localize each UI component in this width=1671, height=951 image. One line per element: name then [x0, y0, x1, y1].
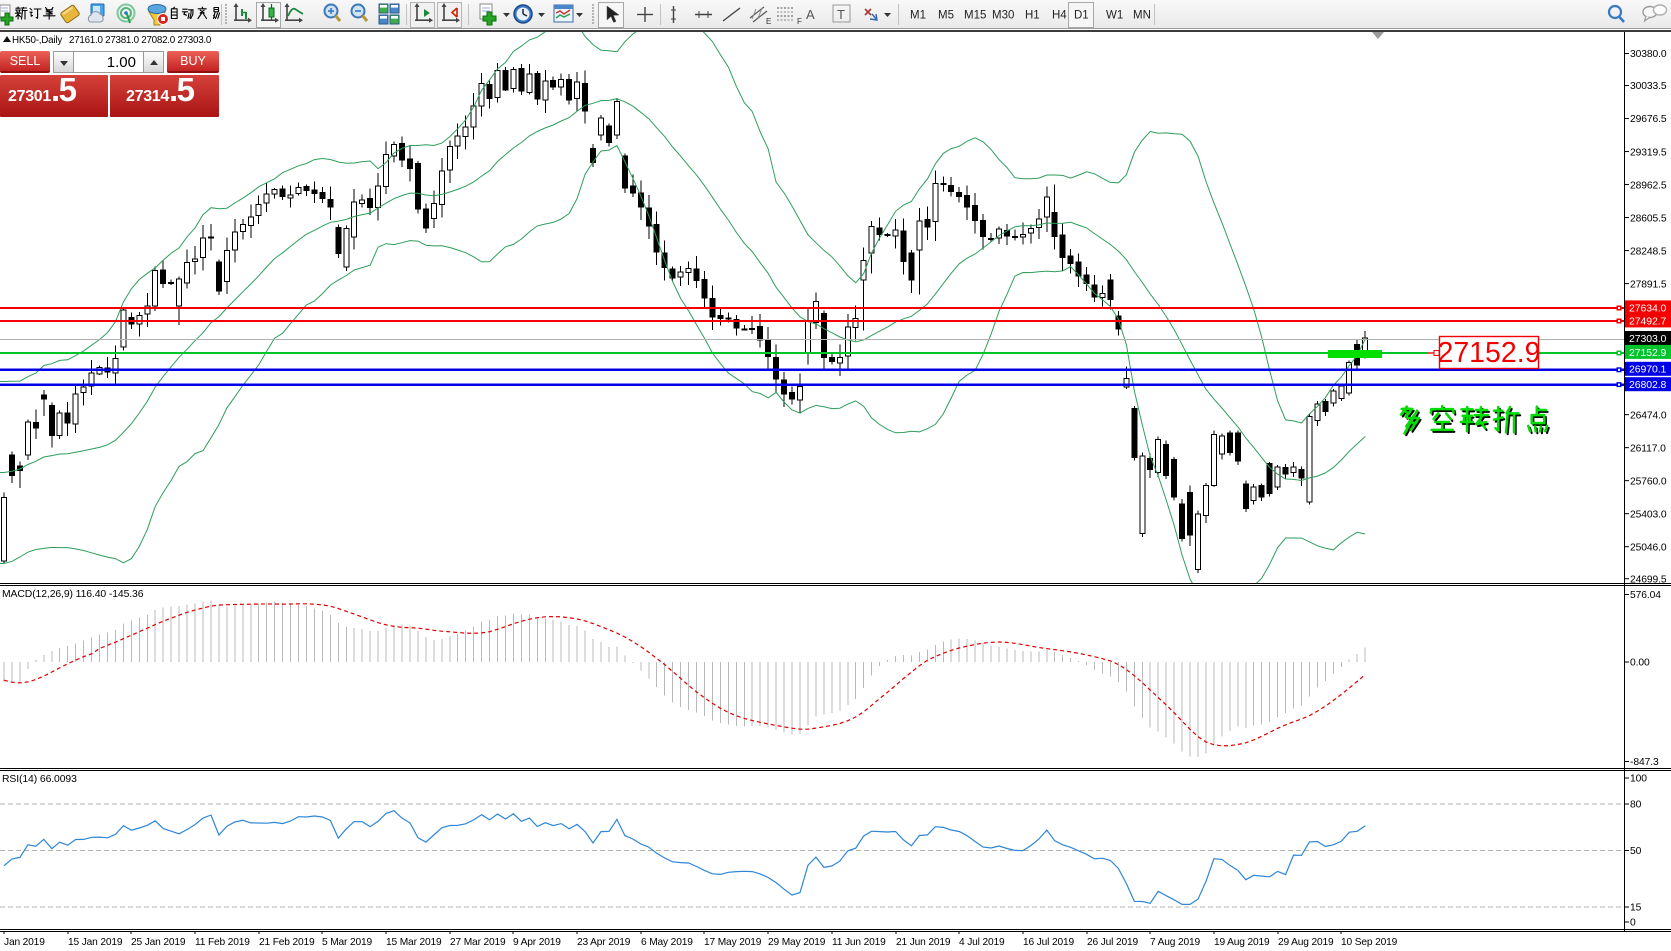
svg-text:16 Jul 2019: 16 Jul 2019 [1023, 937, 1075, 948]
svg-text:28248.5: 28248.5 [1630, 246, 1667, 257]
svg-text:M5: M5 [938, 10, 954, 22]
svg-text:27492.7: 27492.7 [1629, 315, 1667, 327]
svg-text:26 Jul 2019: 26 Jul 2019 [1087, 937, 1139, 948]
svg-text:-847.3: -847.3 [1630, 757, 1659, 768]
svg-text:19 Aug 2019: 19 Aug 2019 [1214, 937, 1270, 948]
svg-text:27891.5: 27891.5 [1630, 279, 1667, 290]
svg-text:26117.0: 26117.0 [1630, 443, 1666, 454]
svg-text:F: F [797, 17, 802, 26]
svg-text:26802.8: 26802.8 [1629, 379, 1667, 391]
svg-text:11 Jun 2019: 11 Jun 2019 [832, 937, 886, 948]
svg-text:15: 15 [1630, 903, 1642, 914]
svg-text:25760.0: 25760.0 [1630, 476, 1667, 487]
svg-text:M1: M1 [910, 10, 926, 22]
svg-text:25046.0: 25046.0 [1630, 542, 1667, 553]
svg-text:15 Mar 2019: 15 Mar 2019 [386, 937, 442, 948]
svg-text:27634.0: 27634.0 [1629, 302, 1667, 314]
svg-text:MN: MN [1133, 10, 1151, 22]
svg-text:29 Aug 2019: 29 Aug 2019 [1278, 937, 1334, 948]
svg-text:M15: M15 [964, 10, 986, 22]
svg-text:30033.5: 30033.5 [1630, 81, 1667, 92]
svg-text:5 Mar 2019: 5 Mar 2019 [322, 937, 373, 948]
svg-text:28605.5: 28605.5 [1630, 213, 1667, 224]
svg-text:25 Jan 2019: 25 Jan 2019 [131, 937, 186, 948]
svg-text:MACD(12,26,9) 116.40 -145.36: MACD(12,26,9) 116.40 -145.36 [2, 589, 144, 600]
svg-text:29319.5: 29319.5 [1630, 147, 1667, 158]
svg-text:7 Aug 2019: 7 Aug 2019 [1150, 937, 1201, 948]
svg-text:30380.0: 30380.0 [1630, 49, 1667, 60]
svg-text:27161.0 27381.0 27082.0 27303.: 27161.0 27381.0 27082.0 27303.0 [69, 35, 212, 46]
svg-text:H4: H4 [1052, 10, 1067, 22]
svg-text:E: E [766, 17, 771, 26]
svg-text:21 Jun 2019: 21 Jun 2019 [896, 937, 951, 948]
svg-text:10 Sep 2019: 10 Sep 2019 [1341, 937, 1398, 948]
svg-text:Jan 2019: Jan 2019 [4, 937, 45, 948]
svg-text:6 May 2019: 6 May 2019 [641, 937, 693, 948]
svg-text:A: A [806, 7, 815, 22]
svg-text:HK50-,Daily: HK50-,Daily [12, 35, 62, 46]
svg-text:50: 50 [1630, 846, 1642, 857]
svg-text:H1: H1 [1025, 10, 1040, 22]
svg-text:25403.0: 25403.0 [1630, 509, 1667, 520]
svg-text:27303.0: 27303.0 [1629, 333, 1667, 345]
svg-text:D1: D1 [1074, 10, 1089, 22]
svg-text:W1: W1 [1106, 10, 1123, 22]
svg-text:27152.9: 27152.9 [1437, 337, 1540, 369]
svg-text:9 Apr 2019: 9 Apr 2019 [513, 937, 561, 948]
svg-text:24699.5: 24699.5 [1630, 574, 1667, 585]
svg-text:T: T [837, 7, 845, 22]
svg-text:100: 100 [1630, 774, 1647, 785]
svg-text:RSI(14) 66.0093: RSI(14) 66.0093 [2, 774, 77, 785]
svg-text:26474.0: 26474.0 [1630, 410, 1667, 421]
svg-text:17 May 2019: 17 May 2019 [704, 937, 762, 948]
svg-text:29 May 2019: 29 May 2019 [768, 937, 826, 948]
svg-text:28962.5: 28962.5 [1630, 180, 1667, 191]
svg-text:23 Apr 2019: 23 Apr 2019 [577, 937, 631, 948]
svg-text:0: 0 [1630, 918, 1636, 929]
svg-text:M30: M30 [992, 10, 1014, 22]
svg-text:26970.1: 26970.1 [1629, 364, 1667, 376]
svg-text:15 Jan 2019: 15 Jan 2019 [68, 937, 123, 948]
svg-text:4 Jul 2019: 4 Jul 2019 [959, 937, 1005, 948]
svg-text:27 Mar 2019: 27 Mar 2019 [450, 937, 506, 948]
svg-text:11 Feb 2019: 11 Feb 2019 [195, 937, 250, 948]
svg-text:29676.5: 29676.5 [1630, 114, 1667, 125]
svg-text:21 Feb 2019: 21 Feb 2019 [259, 937, 315, 948]
svg-text:576.04: 576.04 [1630, 590, 1661, 601]
svg-text:27152.9: 27152.9 [1629, 347, 1667, 359]
svg-text:0.00: 0.00 [1630, 658, 1650, 669]
svg-text:80: 80 [1630, 800, 1642, 811]
